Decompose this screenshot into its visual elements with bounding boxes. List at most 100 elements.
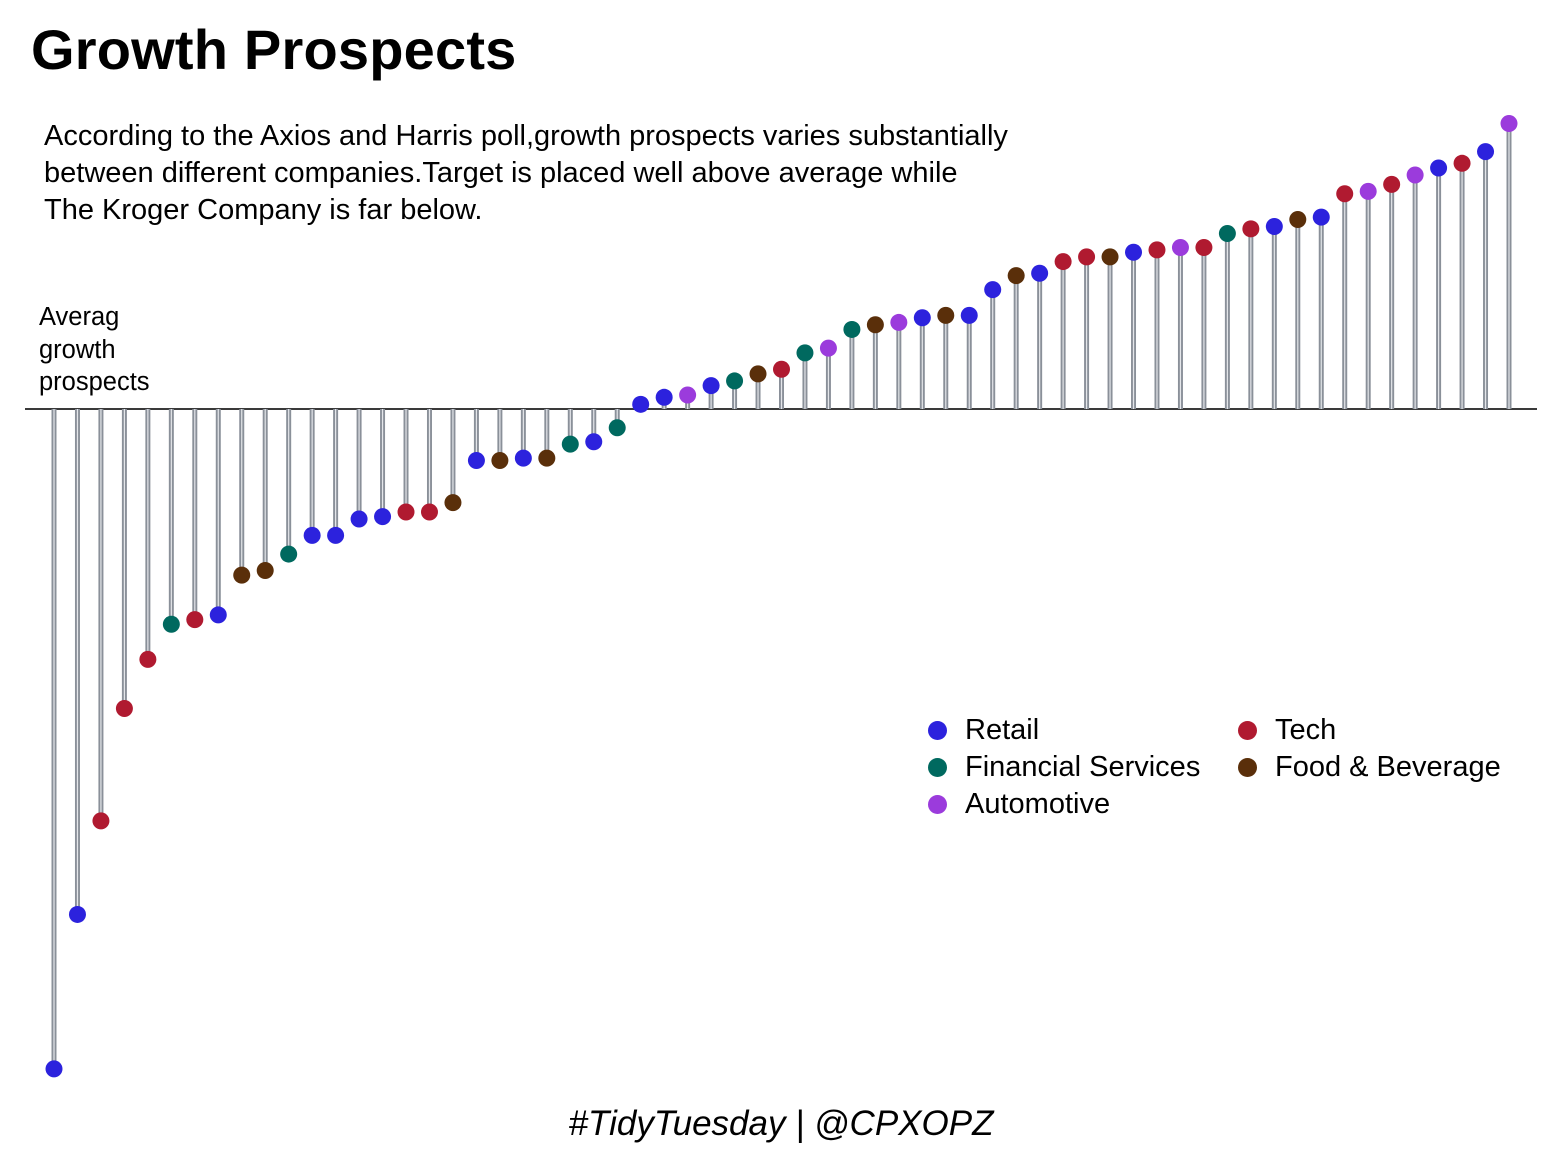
chart-legend: Retail Tech Financial Services Food & Bever…: [928, 714, 1528, 834]
lollipop-mark: [397, 409, 415, 521]
lollipop-mark: [937, 306, 955, 409]
lollipop-mark: [960, 306, 978, 409]
lollipop-point: [1195, 239, 1213, 257]
lollipop-point: [444, 494, 462, 512]
chart-title: Growth Prospects: [31, 18, 517, 81]
lollipop-mark: [491, 409, 509, 469]
lollipop-point: [561, 435, 579, 453]
lollipop-mark: [1430, 159, 1448, 409]
lollipop-mark: [350, 409, 368, 528]
lollipop-point: [913, 309, 931, 327]
lollipop-mark: [1195, 239, 1213, 409]
lollipop-mark: [1242, 220, 1260, 409]
lollipop-mark: [1171, 239, 1189, 409]
legend-swatch: [1238, 721, 1257, 740]
lollipop-mark: [68, 409, 86, 923]
legend-label: Automotive: [965, 788, 1111, 820]
lollipop-point: [866, 316, 884, 334]
lollipop-mark: [679, 386, 697, 409]
subtitle-line: between different companies.Target is pl…: [44, 157, 958, 189]
lollipop-mark: [374, 409, 392, 526]
subtitle-line: The Kroger Company is far below.: [44, 194, 483, 226]
lollipop-point: [233, 566, 251, 584]
lollipop-mark: [726, 372, 744, 409]
lollipop-mark: [1148, 241, 1166, 409]
lollipop-mark: [1007, 267, 1025, 409]
lollipop-mark: [1125, 243, 1143, 409]
lollipop-mark: [209, 409, 227, 624]
lollipop-mark: [819, 339, 837, 409]
lollipop-point: [538, 449, 556, 467]
lollipop-point: [1289, 210, 1307, 228]
legend-label: Financial Services: [965, 751, 1201, 783]
lollipop-mark: [256, 409, 274, 579]
lollipop-mark: [561, 409, 579, 453]
lollipop-point: [702, 377, 720, 395]
lollipop-mark: [1312, 208, 1330, 409]
lollipop-point: [1218, 225, 1236, 242]
legend-swatch: [928, 721, 947, 740]
lollipop-mark: [1289, 210, 1307, 409]
lollipop-point: [491, 451, 509, 469]
lollipop-point: [1265, 217, 1283, 235]
lollipop-mark: [162, 409, 180, 633]
lollipop-point: [115, 700, 133, 718]
legend-item: Financial Services: [928, 751, 1200, 784]
lollipop-mark: [538, 409, 556, 467]
lollipop-point: [374, 508, 392, 526]
lollipop-point: [1054, 253, 1072, 271]
lollipop-mark: [92, 409, 110, 830]
lollipop-point: [1477, 143, 1495, 161]
lollipop-point: [1242, 220, 1260, 238]
lollipop-point: [1430, 159, 1448, 177]
lollipop-point: [608, 419, 626, 437]
lollipop-mark: [139, 409, 157, 668]
lollipop-point: [984, 281, 1002, 299]
lollipop-point: [1007, 267, 1025, 285]
lollipop-point: [890, 313, 908, 331]
lollipop-mark: [984, 281, 1002, 409]
lollipop-point: [1359, 182, 1377, 200]
subtitle-line: According to the Axios and Harris poll,g…: [44, 120, 1008, 152]
lollipop-point: [632, 395, 650, 413]
lollipop-point: [162, 615, 180, 633]
lollipop-mark: [608, 409, 626, 437]
lollipop-mark: [890, 313, 908, 409]
lollipop-point: [937, 306, 955, 324]
legend-swatch: [928, 795, 947, 814]
lollipop-point: [514, 449, 532, 467]
lollipop-mark: [45, 409, 63, 1078]
lollipop-point: [1383, 175, 1401, 193]
lollipop-mark: [1054, 253, 1072, 409]
lollipop-mark: [1078, 248, 1096, 409]
lollipop-mark: [1359, 182, 1377, 409]
legend-item: Retail: [928, 714, 1039, 747]
legend-swatch: [928, 758, 947, 777]
lollipop-mark: [1031, 264, 1049, 409]
lollipop-mark: [655, 388, 673, 409]
lollipop-point: [1171, 239, 1189, 257]
lollipop-mark: [773, 360, 790, 409]
lollipop-mark: [186, 409, 204, 629]
lollipop-mark: [1265, 217, 1283, 409]
legend-label: Food & Beverage: [1275, 751, 1501, 783]
lollipop-mark: [1101, 248, 1119, 409]
lollipop-point: [1148, 241, 1166, 259]
legend-item: Food & Beverage: [1238, 751, 1501, 784]
lollipop-mark: [1453, 154, 1471, 409]
lollipop-point: [327, 526, 345, 544]
lollipop-point: [749, 365, 767, 383]
lollipop-mark: [303, 409, 321, 544]
lollipop-mark: [632, 395, 650, 413]
lollipop-mark: [420, 409, 438, 521]
lollipop-point: [1336, 185, 1354, 203]
lollipop-point: [1125, 243, 1143, 261]
lollipop-point: [1101, 248, 1119, 266]
lollipop-mark: [233, 409, 251, 584]
lollipop-point: [92, 812, 110, 830]
lollipop-point: [679, 386, 697, 404]
lollipop-point: [397, 503, 415, 521]
lollipop-mark: [115, 409, 133, 718]
lollipop-point: [139, 650, 157, 668]
lollipop-mark: [280, 409, 298, 563]
